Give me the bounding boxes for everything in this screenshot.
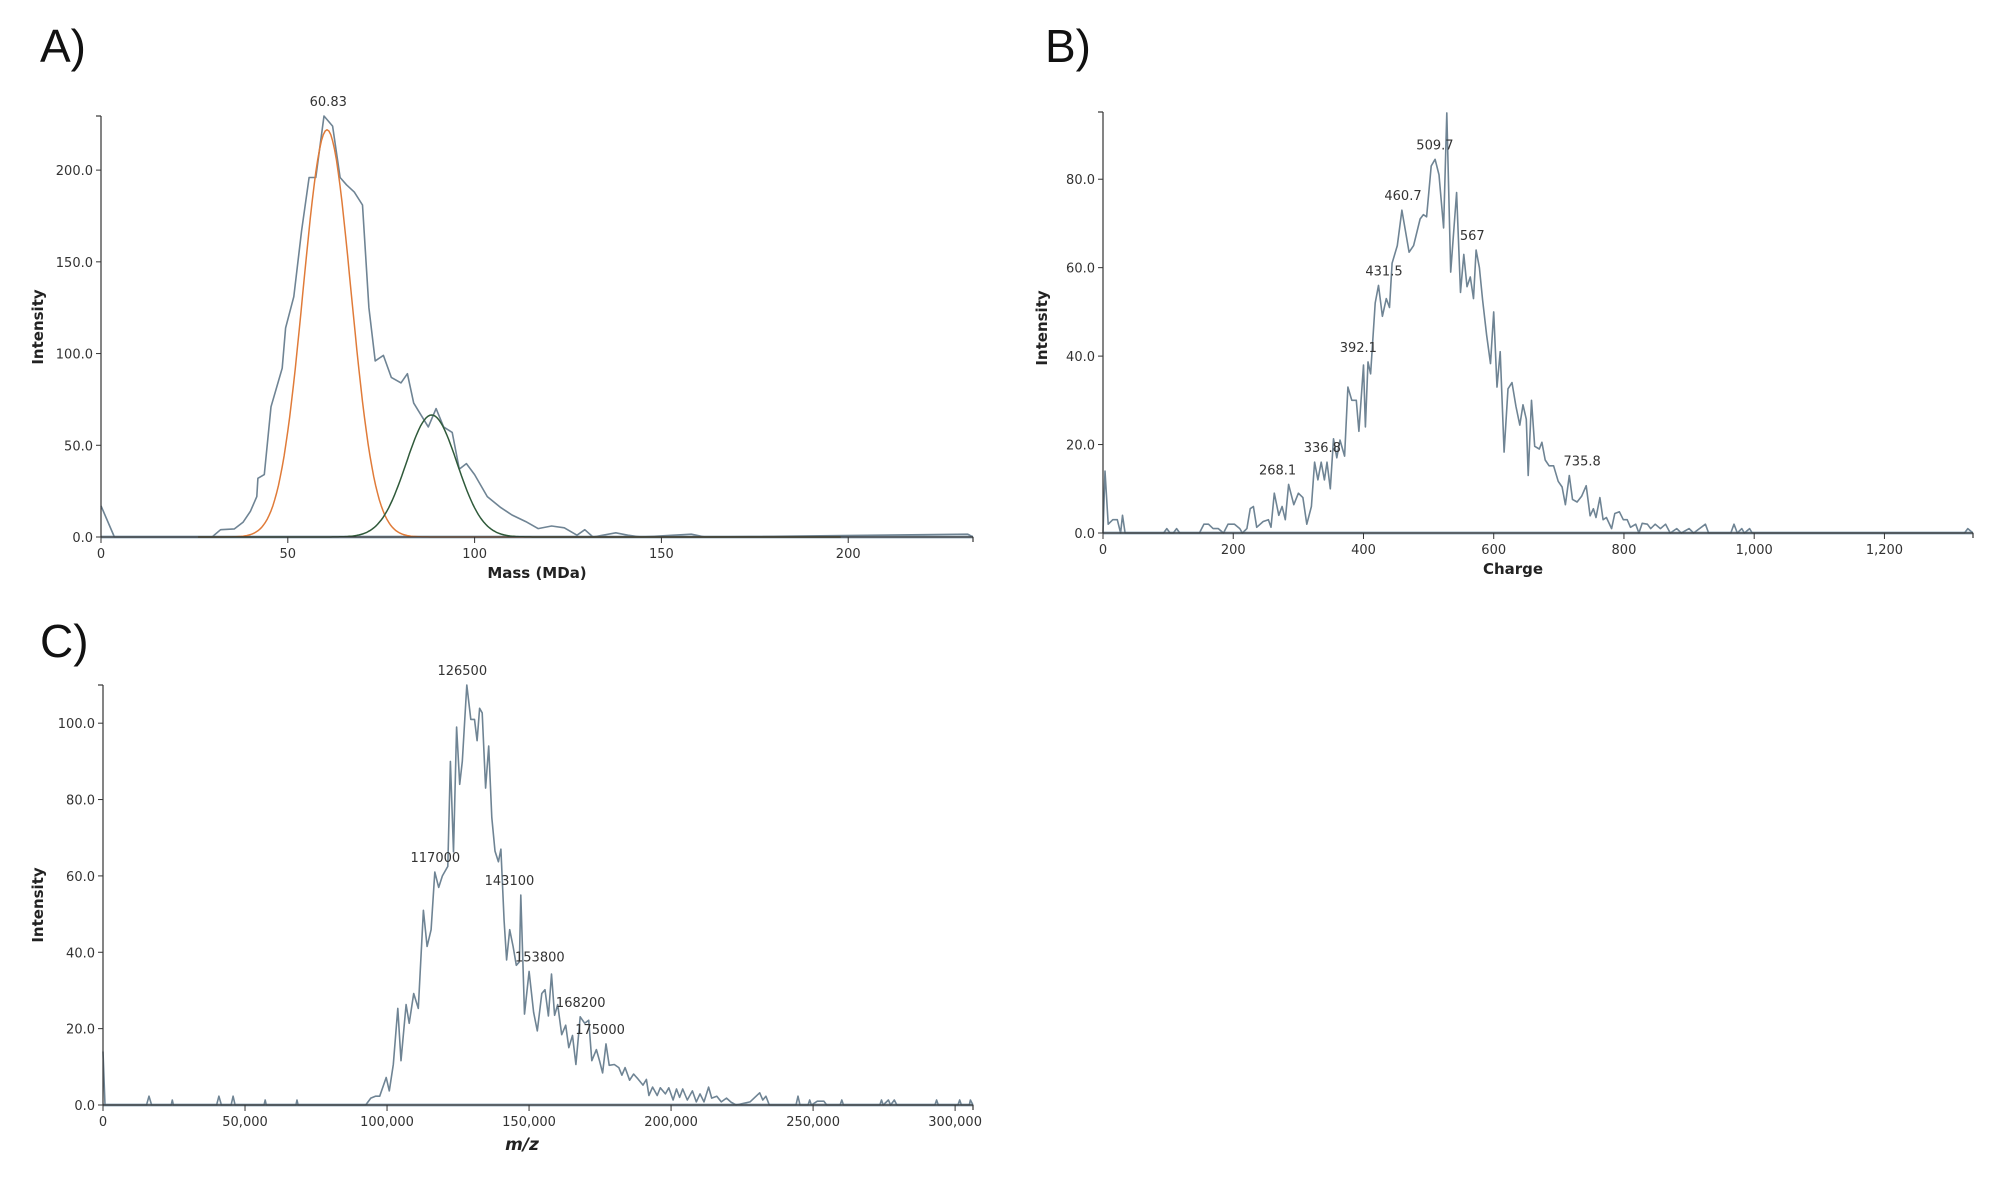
x-tick-label: 600 bbox=[1481, 543, 1506, 558]
peak-label: 567 bbox=[1460, 229, 1485, 244]
x-tick-label: 0 bbox=[1099, 543, 1107, 558]
panel-label-c: C) bbox=[40, 615, 89, 667]
y-tick-label: 60.0 bbox=[66, 870, 95, 885]
peak-label: 268.1 bbox=[1259, 463, 1296, 478]
spectrum-line bbox=[102, 684, 974, 1106]
panel-c: C) Intensity m/z 0 50,000 100,000 150,000 20… bbox=[29, 615, 982, 1155]
y-tick-label: 20.0 bbox=[66, 1023, 95, 1038]
y-tick-label: 0.0 bbox=[74, 1099, 95, 1114]
y-tick-label: 80.0 bbox=[1066, 173, 1095, 188]
panel-b: B) Intensity Charge 0 200 400 600 800 1,000 1,… bbox=[1033, 20, 1974, 578]
fit_1-line bbox=[198, 129, 841, 538]
panel-label-a: A) bbox=[40, 20, 86, 72]
x-tick-label: 50,000 bbox=[222, 1115, 268, 1130]
x-tick-label: 800 bbox=[1612, 543, 1637, 558]
panel-a: A) Intensity Mass (MDa) 0 50 100 150 200 0.0 5… bbox=[29, 20, 974, 582]
peak-label: 60.83 bbox=[310, 95, 347, 110]
x-tick-label: 250,000 bbox=[786, 1115, 840, 1130]
y-tick-label: 20.0 bbox=[1066, 439, 1095, 454]
x-tick-label: 100 bbox=[462, 547, 487, 562]
y-axis-title-b: Intensity bbox=[1033, 290, 1051, 366]
spectrum-line bbox=[1102, 112, 1974, 534]
y-axis-title-c: Intensity bbox=[29, 867, 47, 943]
y-tick-label: 100.0 bbox=[56, 348, 93, 363]
x-tick-label: 400 bbox=[1351, 543, 1376, 558]
y-tick-label: 0.0 bbox=[1074, 527, 1095, 542]
peak-label: 168200 bbox=[556, 996, 606, 1011]
peak-label: 143100 bbox=[485, 874, 535, 889]
peak-label: 126500 bbox=[437, 664, 487, 679]
x-tick-label: 1,000 bbox=[1736, 543, 1773, 558]
x-tick-label: 200 bbox=[836, 547, 861, 562]
x-tick-label: 0 bbox=[99, 1115, 107, 1130]
peak-label: 175000 bbox=[575, 1023, 625, 1038]
x-axis-title-c: m/z bbox=[505, 1135, 539, 1155]
y-tick-label: 80.0 bbox=[66, 794, 95, 809]
peak-label: 336.8 bbox=[1304, 441, 1341, 456]
x-tick-label: 1,200 bbox=[1866, 543, 1903, 558]
x-tick-label: 300,000 bbox=[928, 1115, 982, 1130]
panel-label-b: B) bbox=[1045, 20, 1091, 72]
peak-label: 392.1 bbox=[1340, 341, 1377, 356]
x-tick-label: 100,000 bbox=[360, 1115, 414, 1130]
y-tick-label: 150.0 bbox=[56, 256, 93, 271]
peak-label: 509.7 bbox=[1416, 138, 1453, 153]
x-axis-title-a: Mass (MDa) bbox=[487, 564, 586, 582]
x-axis-title-b: Charge bbox=[1483, 560, 1543, 578]
peak-label: 460.7 bbox=[1384, 189, 1421, 204]
x-tick-label: 200 bbox=[1221, 543, 1246, 558]
y-tick-label: 0.0 bbox=[72, 531, 93, 546]
peak-label: 153800 bbox=[515, 950, 565, 965]
x-tick-label: 150 bbox=[649, 547, 674, 562]
x-tick-label: 200,000 bbox=[644, 1115, 698, 1130]
y-tick-label: 100.0 bbox=[58, 717, 95, 732]
spectrum-line bbox=[100, 115, 974, 538]
y-tick-label: 200.0 bbox=[56, 164, 93, 179]
peak-label: 735.8 bbox=[1564, 455, 1601, 470]
x-tick-label: 50 bbox=[280, 547, 297, 562]
x-tick-label: 150,000 bbox=[502, 1115, 556, 1130]
peak-label: 117000 bbox=[411, 851, 461, 866]
y-axis-title-a: Intensity bbox=[29, 289, 47, 365]
y-tick-label: 40.0 bbox=[66, 946, 95, 961]
y-tick-label: 60.0 bbox=[1066, 262, 1095, 277]
x-tick-label: 0 bbox=[97, 547, 105, 562]
peak-label: 431.5 bbox=[1365, 264, 1402, 279]
y-tick-label: 40.0 bbox=[1066, 350, 1095, 365]
y-tick-label: 50.0 bbox=[64, 439, 93, 454]
